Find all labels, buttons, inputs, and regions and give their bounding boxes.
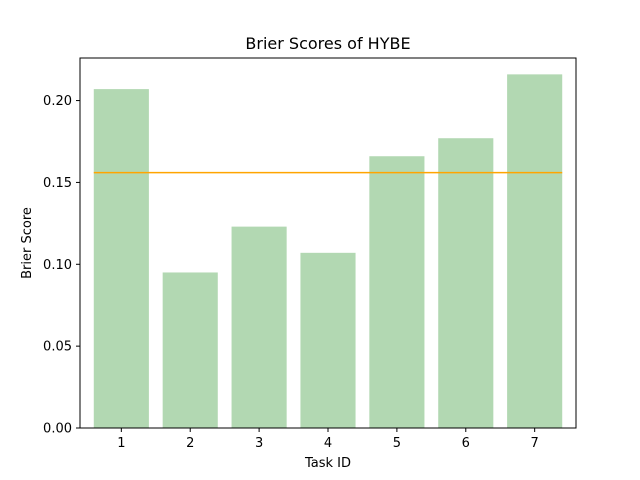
y-tick-label: 0.00 [43,422,72,437]
x-tick-label: 6 [462,436,470,451]
bar-task-7 [507,74,563,429]
x-tick-label: 4 [324,436,332,451]
x-tick-label: 1 [117,436,125,451]
y-axis-label: Brier Score [20,207,35,279]
bars-group [93,74,563,429]
x-tick-label: 5 [393,436,401,451]
bar-task-1 [93,89,149,428]
bar-task-6 [438,138,494,428]
bar-task-2 [162,272,218,428]
x-tick-label: 7 [531,436,539,451]
bar-task-3 [231,226,287,428]
y-tick-label: 0.15 [43,176,72,191]
y-axis: 0.00 0.05 0.10 0.15 0.20 [43,94,80,437]
y-tick-label: 0.05 [43,340,72,355]
y-tick-label: 0.10 [43,258,72,273]
chart-title: Brier Scores of HYBE [245,34,410,53]
x-axis-label: Task ID [304,456,351,471]
x-tick-label: 2 [186,436,194,451]
bar-task-4 [300,252,356,428]
y-tick-label: 0.20 [43,94,72,109]
bar-task-5 [369,156,425,428]
x-tick-label: 3 [255,436,263,451]
x-axis: 1 2 3 4 5 6 7 [117,428,539,451]
